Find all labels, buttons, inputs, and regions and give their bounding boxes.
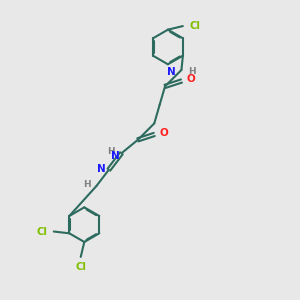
Text: O: O <box>187 74 196 84</box>
Text: N: N <box>97 164 105 174</box>
Text: O: O <box>160 128 168 138</box>
Text: H: H <box>83 180 90 189</box>
Text: N: N <box>111 151 120 161</box>
Text: Cl: Cl <box>189 21 200 31</box>
Text: Cl: Cl <box>36 226 47 236</box>
Text: H: H <box>188 67 196 76</box>
Text: Cl: Cl <box>75 262 86 272</box>
Text: N: N <box>167 67 176 77</box>
Text: H: H <box>107 147 115 156</box>
